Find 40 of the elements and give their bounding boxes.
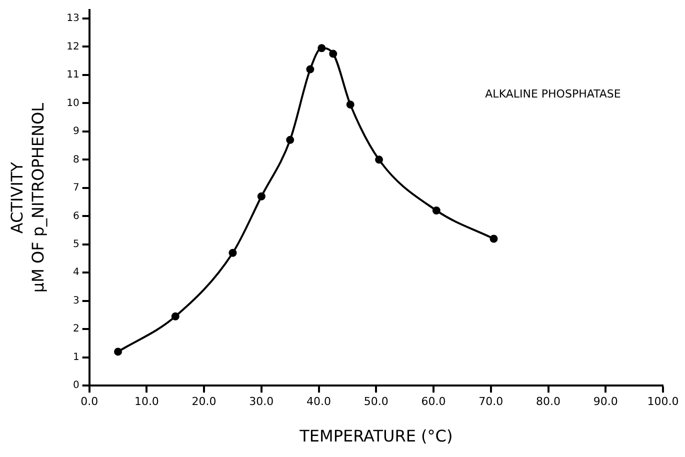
point [490, 234, 498, 243]
point [432, 206, 440, 215]
y-tick-label: 7 [72, 182, 80, 194]
x-tick-label: 50.0 [364, 395, 388, 408]
y-tick-label: 12 [66, 41, 80, 52]
y-tick-label: 4 [72, 267, 80, 278]
y-tick-label: 2 [72, 324, 80, 335]
y-tick-label: 0 [72, 380, 80, 392]
point [346, 100, 354, 109]
annotation: ALKALINE PHOSPHATASE [485, 88, 621, 101]
x-tick-label: 30.0 [249, 395, 274, 408]
y-tick-label: 3 [72, 295, 80, 306]
y-tick-label: 1 [72, 352, 80, 363]
x-tick-label: 70.0 [478, 395, 504, 408]
y-tick-label: 5 [72, 238, 80, 250]
point [114, 348, 122, 356]
point [171, 312, 180, 320]
y-tick-label: 10 [66, 98, 80, 109]
point [257, 192, 266, 200]
y-tick-label: 13 [66, 13, 80, 24]
y-tick-label: 6 [72, 210, 80, 222]
x-tick-label: 0.0 [80, 395, 98, 408]
x-tick-label: 20.0 [192, 395, 216, 408]
point [228, 248, 237, 257]
point [329, 50, 338, 58]
x-tick-label: 100.0 [647, 395, 679, 408]
x-tick-label: 60.0 [421, 395, 446, 408]
point [375, 156, 384, 164]
y-axis-title: ACTIVITY µM OF p_NITROPHENOL [8, 102, 48, 293]
y-tick-label: 8 [72, 154, 80, 166]
x-tick-label: 40.0 [306, 395, 332, 408]
point [306, 65, 314, 74]
x-tick-label: 80.0 [536, 395, 561, 408]
x-axis-title: TEMPERATURE (°C) [298, 426, 453, 446]
point [286, 136, 294, 144]
y-tick-label: 9 [72, 126, 80, 138]
point [318, 44, 326, 52]
x-tick-label: 10.0 [134, 395, 159, 408]
y-tick-label: 11 [66, 70, 80, 81]
x-tick-label: 90.0 [593, 395, 618, 408]
